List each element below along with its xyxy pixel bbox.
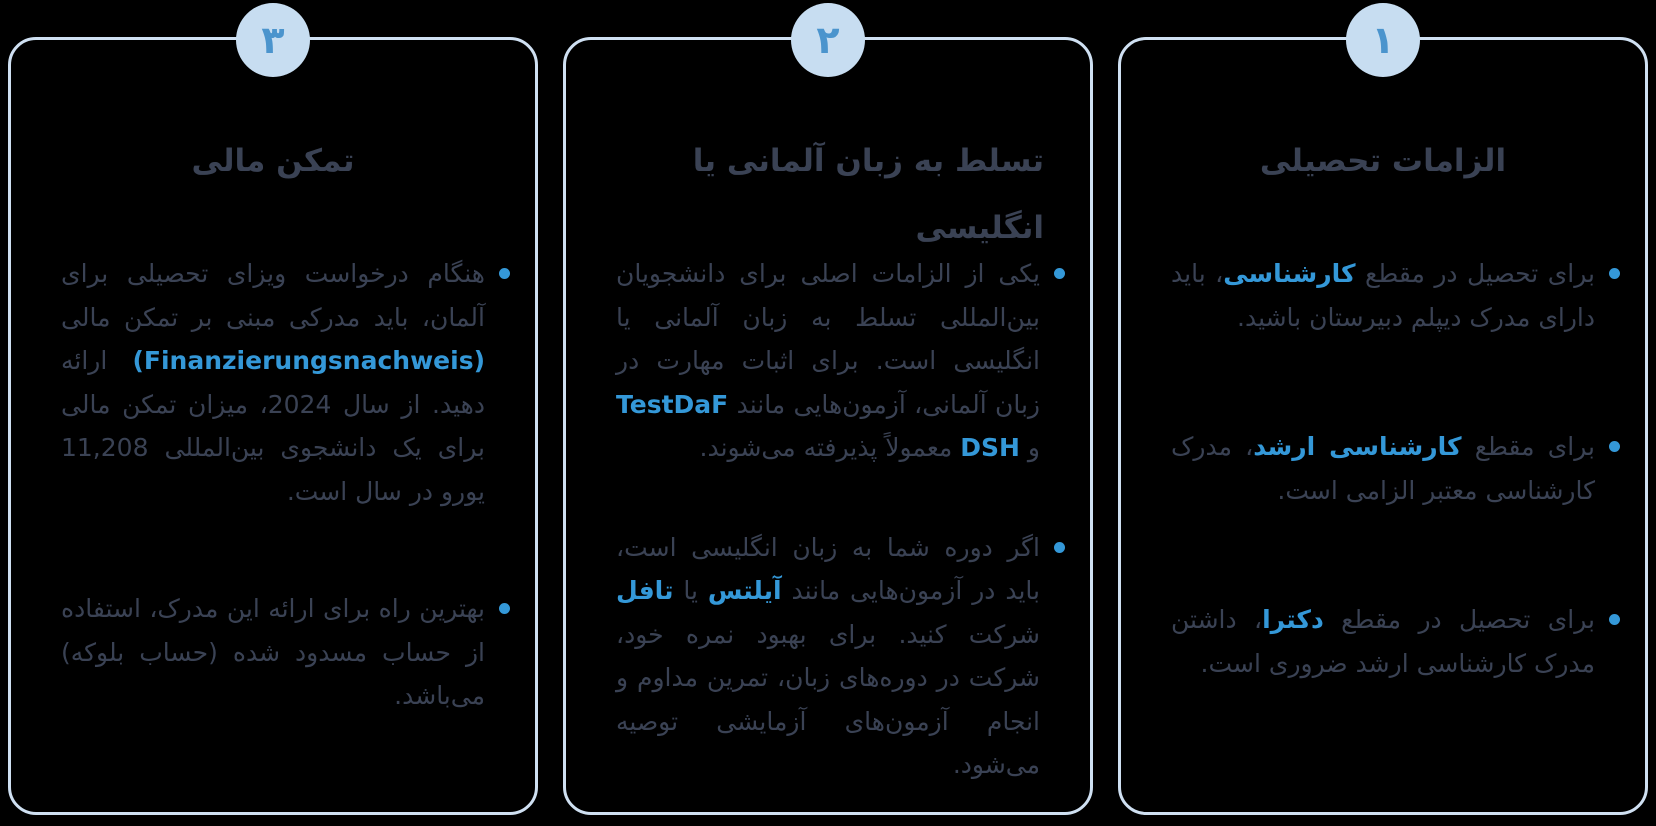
bullet-dot-icon bbox=[1609, 614, 1620, 625]
bullet-text: اگر دوره شما به زبان انگلیسی است، باید د… bbox=[616, 532, 1041, 780]
card-title: تمکن مالی bbox=[191, 143, 355, 179]
bullet-text: هنگام درخواست ویزای تحصیلی برای آلمان، ب… bbox=[61, 259, 485, 506]
bullet-item: هنگام درخواست ویزای تحصیلی برای آلمان، ب… bbox=[61, 252, 510, 513]
bullet-dot-icon bbox=[499, 268, 510, 279]
step-number: ۲ bbox=[816, 18, 840, 62]
bullet-dot-icon bbox=[1054, 541, 1065, 553]
step-number-badge: ۲ bbox=[791, 3, 865, 77]
bullet-dot-icon bbox=[1609, 441, 1620, 452]
bullet-text: برای مقطع کارشناسی ارشد، مدرک کارشناسی م… bbox=[1171, 432, 1595, 505]
bullet-item: برای تحصیل در مقطع کارشناسی، باید دارای … bbox=[1171, 252, 1620, 339]
bullet-item: برای مقطع کارشناسی ارشد، مدرک کارشناسی م… bbox=[1171, 425, 1620, 512]
bullet-text: یکی از الزامات اصلی برای دانشجویان بین‌ا… bbox=[616, 259, 1040, 462]
bullet-list: یکی از الزامات اصلی برای دانشجویان بین‌ا… bbox=[566, 252, 1090, 787]
card-language-proficiency: ۲ تسلط به زبان آلمانی یا انگلیسی یکی از … bbox=[563, 3, 1093, 815]
bullet-text: برای تحصیل در مقطع دکترا، داشتن مدرک کار… bbox=[1171, 605, 1595, 678]
step-number-badge: ۳ bbox=[236, 3, 310, 77]
bullet-dot-icon bbox=[1609, 268, 1620, 279]
step-number-badge: ۱ bbox=[1346, 3, 1420, 77]
bullet-text: بهترین راه برای ارائه این مدرک، استفاده … bbox=[61, 594, 485, 710]
card-financial-means: ۳ تمکن مالی هنگام درخواست ویزای تحصیلی ب… bbox=[8, 3, 538, 815]
bullet-text: برای تحصیل در مقطع کارشناسی، باید دارای … bbox=[1171, 259, 1595, 332]
bullet-item: اگر دوره شما به زبان انگلیسی است، باید د… bbox=[616, 526, 1065, 787]
bullet-item: برای تحصیل در مقطع دکترا، داشتن مدرک کار… bbox=[1171, 598, 1620, 685]
card-title: تسلط به زبان آلمانی یا انگلیسی bbox=[692, 143, 1044, 246]
bullet-list: هنگام درخواست ویزای تحصیلی برای آلمان، ب… bbox=[11, 252, 535, 718]
card-educational-requirements: ۱ الزامات تحصیلی برای تحصیل در مقطع کارش… bbox=[1118, 3, 1648, 815]
bullet-item: یکی از الزامات اصلی برای دانشجویان بین‌ا… bbox=[616, 252, 1065, 470]
step-number: ۳ bbox=[261, 18, 285, 62]
bullet-item: بهترین راه برای ارائه این مدرک، استفاده … bbox=[61, 587, 510, 718]
bullet-dot-icon bbox=[1054, 268, 1065, 279]
card-title: الزامات تحصیلی bbox=[1259, 143, 1507, 179]
bullet-dot-icon bbox=[499, 603, 510, 614]
step-number: ۱ bbox=[1371, 18, 1395, 62]
bullet-list: برای تحصیل در مقطع کارشناسی، باید دارای … bbox=[1121, 252, 1645, 685]
